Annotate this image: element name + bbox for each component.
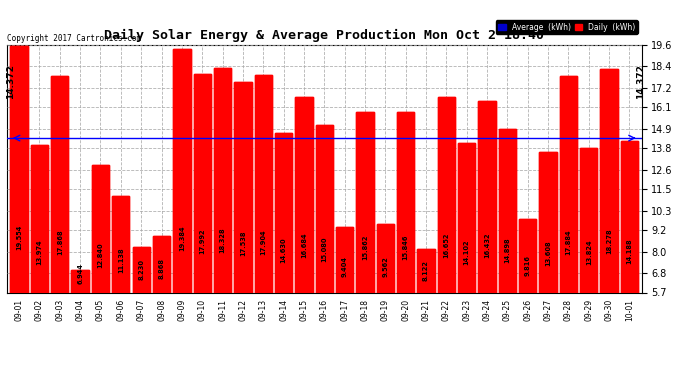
Bar xyxy=(356,111,374,375)
Bar xyxy=(132,248,150,375)
Bar xyxy=(214,68,231,375)
Text: 14.372: 14.372 xyxy=(6,64,15,99)
Bar xyxy=(255,75,272,375)
Bar xyxy=(51,76,68,375)
Text: 12.840: 12.840 xyxy=(97,243,104,268)
Text: 18.278: 18.278 xyxy=(606,228,612,254)
Bar xyxy=(235,82,252,375)
Text: 16.432: 16.432 xyxy=(484,233,490,258)
Legend: Average  (kWh), Daily  (kWh): Average (kWh), Daily (kWh) xyxy=(495,20,638,34)
Bar xyxy=(214,68,231,375)
Text: 14.102: 14.102 xyxy=(464,239,470,265)
Bar xyxy=(112,196,130,375)
Bar xyxy=(132,248,150,375)
Bar xyxy=(112,196,130,375)
Bar xyxy=(397,112,414,375)
Text: Copyright 2017 Cartronics.com: Copyright 2017 Cartronics.com xyxy=(7,33,141,42)
Bar xyxy=(194,74,211,375)
Bar xyxy=(458,143,475,375)
Bar xyxy=(580,148,598,375)
Title: Daily Solar Energy & Average Production Mon Oct 2 18:40: Daily Solar Energy & Average Production … xyxy=(104,29,544,42)
Bar xyxy=(356,111,374,375)
Text: 15.080: 15.080 xyxy=(322,237,327,262)
Text: 8.122: 8.122 xyxy=(423,260,429,281)
Bar xyxy=(51,76,68,375)
Text: 13.824: 13.824 xyxy=(586,240,592,266)
Bar xyxy=(580,148,598,375)
Bar xyxy=(540,152,557,375)
Text: 19.554: 19.554 xyxy=(16,225,22,250)
Bar xyxy=(478,101,495,375)
Bar xyxy=(10,46,28,375)
Bar xyxy=(315,126,333,375)
Bar xyxy=(92,165,109,375)
Text: 17.992: 17.992 xyxy=(199,229,205,254)
Bar xyxy=(499,129,516,375)
Bar xyxy=(92,165,109,375)
Bar xyxy=(235,82,252,375)
Text: 14.630: 14.630 xyxy=(281,238,286,263)
Bar xyxy=(560,75,577,375)
Bar xyxy=(153,236,170,375)
Text: 14.372: 14.372 xyxy=(636,64,645,99)
Bar xyxy=(519,219,536,375)
Text: 16.652: 16.652 xyxy=(444,232,449,258)
Text: 15.862: 15.862 xyxy=(362,234,368,260)
Bar xyxy=(336,226,353,375)
Bar xyxy=(560,75,577,375)
Bar xyxy=(295,97,313,375)
Bar xyxy=(540,152,557,375)
Bar xyxy=(478,101,495,375)
Text: 9.562: 9.562 xyxy=(382,256,388,277)
Bar xyxy=(417,249,435,375)
Text: 18.328: 18.328 xyxy=(219,228,226,254)
Bar xyxy=(519,219,536,375)
Bar xyxy=(377,224,394,375)
Bar xyxy=(72,270,89,375)
Bar xyxy=(437,98,455,375)
Text: 17.538: 17.538 xyxy=(240,230,246,255)
Bar xyxy=(153,236,170,375)
Bar xyxy=(437,98,455,375)
Bar xyxy=(621,141,638,375)
Text: 11.138: 11.138 xyxy=(118,247,124,273)
Text: 14.898: 14.898 xyxy=(504,237,511,262)
Text: 8.868: 8.868 xyxy=(159,258,164,279)
Bar xyxy=(10,46,28,375)
Text: 17.884: 17.884 xyxy=(565,229,571,255)
Text: 8.230: 8.230 xyxy=(138,260,144,280)
Bar xyxy=(31,145,48,375)
Bar xyxy=(336,226,353,375)
Bar xyxy=(275,134,293,375)
Text: 6.944: 6.944 xyxy=(77,263,83,284)
Bar xyxy=(194,74,211,375)
Bar xyxy=(397,112,414,375)
Text: 14.188: 14.188 xyxy=(627,239,633,264)
Text: 19.384: 19.384 xyxy=(179,225,185,251)
Text: 15.846: 15.846 xyxy=(403,234,408,260)
Bar xyxy=(295,97,313,375)
Bar xyxy=(600,69,618,375)
Bar xyxy=(499,129,516,375)
Text: 13.608: 13.608 xyxy=(545,240,551,266)
Bar xyxy=(417,249,435,375)
Bar xyxy=(72,270,89,375)
Bar xyxy=(458,143,475,375)
Text: 17.904: 17.904 xyxy=(260,229,266,255)
Bar xyxy=(255,75,272,375)
Text: 9.816: 9.816 xyxy=(525,255,531,276)
Bar xyxy=(173,49,190,375)
Bar xyxy=(275,134,293,375)
Text: 16.684: 16.684 xyxy=(301,232,307,258)
Bar xyxy=(377,224,394,375)
Text: 17.868: 17.868 xyxy=(57,229,63,255)
Text: 13.974: 13.974 xyxy=(37,239,43,265)
Bar xyxy=(600,69,618,375)
Bar xyxy=(315,126,333,375)
Bar xyxy=(31,145,48,375)
Text: 9.404: 9.404 xyxy=(342,256,348,277)
Bar xyxy=(173,49,190,375)
Bar xyxy=(621,141,638,375)
